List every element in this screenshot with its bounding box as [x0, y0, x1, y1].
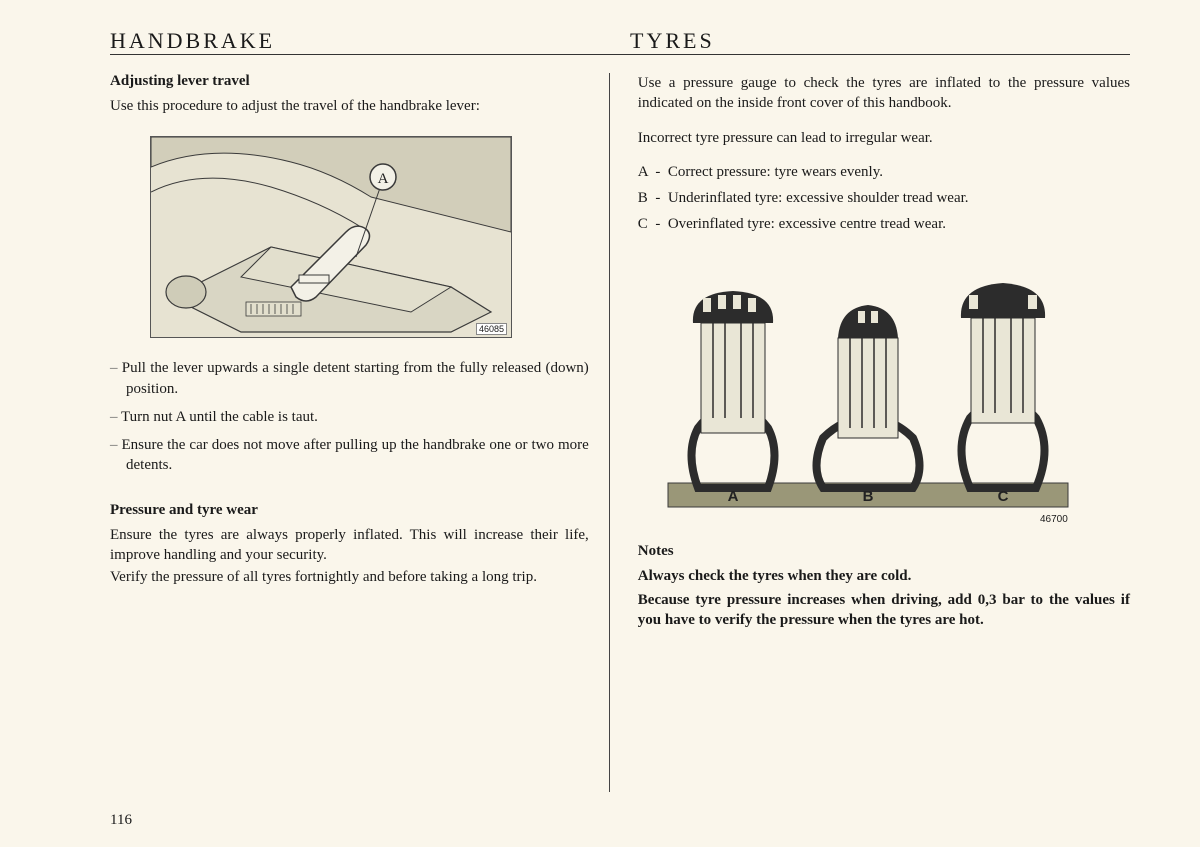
step-3: Ensure the car does not move after pulli…: [110, 435, 589, 476]
page: HANDBRAKE TYRES Adjusting lever travel U…: [0, 0, 1200, 847]
section1-title: Adjusting lever travel: [110, 73, 589, 90]
tyre-illustration-id: 46700: [1040, 514, 1068, 525]
legend-a-letter: A: [638, 164, 648, 180]
step-1: Pull the lever upwards a single detent s…: [110, 358, 589, 399]
legend-b-text: Underinflated tyre: excessive shoulder t…: [668, 190, 969, 206]
handbrake-callout-label: A: [378, 171, 389, 187]
legend-c: C - Overinflated tyre: excessive centre …: [638, 214, 1130, 234]
handbrake-illustration-id: 46085: [476, 323, 507, 335]
tyre-label-c: C: [997, 488, 1008, 505]
heading-left: HANDBRAKE: [110, 28, 610, 54]
legend-b: B - Underinflated tyre: excessive should…: [638, 188, 1130, 208]
legend-c-text: Overinflated tyre: excessive centre trea…: [668, 216, 946, 232]
step-2: Turn nut A until the cable is taut.: [110, 407, 589, 427]
tyre-label-b: B: [862, 488, 873, 505]
columns: Adjusting lever travel Use this procedur…: [110, 73, 1130, 792]
headings-row: HANDBRAKE TYRES: [110, 28, 1130, 55]
notes-block: Notes Always check the tyres when they a…: [638, 543, 1130, 631]
right-para2: Incorrect tyre pressure can lead to irre…: [638, 128, 1130, 148]
section2-para2: Verify the pressure of all tyres fortnig…: [110, 567, 589, 587]
handbrake-illustration: A 46085: [150, 136, 512, 338]
left-column: Adjusting lever travel Use this procedur…: [110, 73, 610, 792]
legend-b-letter: B: [638, 190, 648, 206]
legend-c-letter: C: [638, 216, 648, 232]
heading-right: TYRES: [610, 28, 1130, 54]
tyre-label-a: A: [727, 488, 738, 505]
right-column: Use a pressure gauge to check the tyres …: [610, 73, 1130, 792]
notes-line1: Always check the tyres when they are col…: [638, 566, 1130, 586]
right-para1: Use a pressure gauge to check the tyres …: [638, 73, 1130, 114]
legend-a-text: Correct pressure: tyre wears evenly.: [668, 164, 883, 180]
notes-title: Notes: [638, 543, 1130, 560]
section1-intro: Use this procedure to adjust the travel …: [110, 96, 589, 116]
notes-line2: Because tyre pressure increases when dri…: [638, 590, 1130, 631]
legend-a: A - Correct pressure: tyre wears evenly.: [638, 162, 1130, 182]
section2-title: Pressure and tyre wear: [110, 502, 589, 519]
tyre-illustration: A B C 46700: [658, 253, 1078, 523]
section2-para1: Ensure the tyres are always properly inf…: [110, 525, 589, 566]
page-number: 116: [110, 812, 132, 829]
